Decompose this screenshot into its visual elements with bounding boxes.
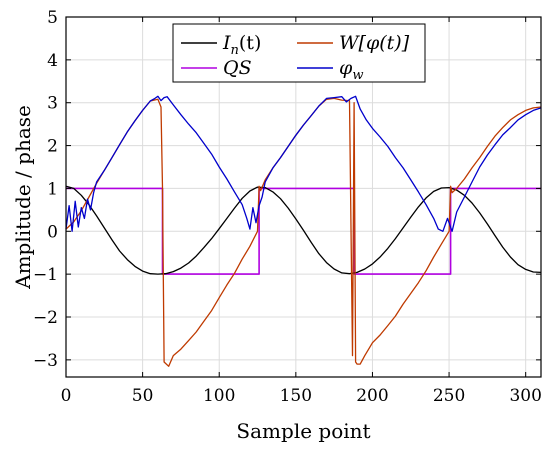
plot-frame [65, 16, 542, 378]
legend-label: QS [223, 57, 252, 79]
y-tick-label: 5 [47, 8, 58, 28]
series-line-3 [65, 95, 542, 232]
x-tick-label: 200 [356, 386, 388, 406]
y-tick-label: 3 [47, 94, 58, 114]
y-tick-label: 2 [47, 137, 58, 157]
x-tick-label: 150 [280, 386, 312, 406]
series-line-0 [65, 185, 542, 275]
axis-ticks: 0 50 100 150 200 250 300 5 4 3 2 1 0 −1 −2 −3 [33, 8, 542, 406]
y-tick-label: −1 [33, 265, 58, 285]
legend-box [172, 23, 426, 83]
legend: In(t) W[φ(t)] QS φw [172, 23, 426, 83]
series-lines [65, 95, 542, 367]
x-tick-label: 300 [509, 386, 541, 406]
x-tick-label: 50 [132, 386, 154, 406]
x-tick-label: 100 [203, 386, 235, 406]
y-tick-label: −3 [33, 351, 58, 371]
y-tick-label: 0 [47, 222, 58, 242]
legend-label: φw [339, 57, 363, 83]
series-line-1 [65, 97, 542, 367]
y-tick-label: −2 [33, 308, 58, 328]
y-tick-label: 4 [47, 51, 58, 71]
y-axis-title: Amplitude / phase [11, 105, 35, 290]
x-tick-label: 0 [61, 386, 72, 406]
legend-label: In(t) [222, 32, 261, 58]
legend-label: W[φ(t)] [339, 32, 410, 54]
x-axis-title: Sample point [236, 419, 370, 443]
y-tick-label: 1 [47, 179, 58, 199]
x-tick-label: 250 [433, 386, 465, 406]
